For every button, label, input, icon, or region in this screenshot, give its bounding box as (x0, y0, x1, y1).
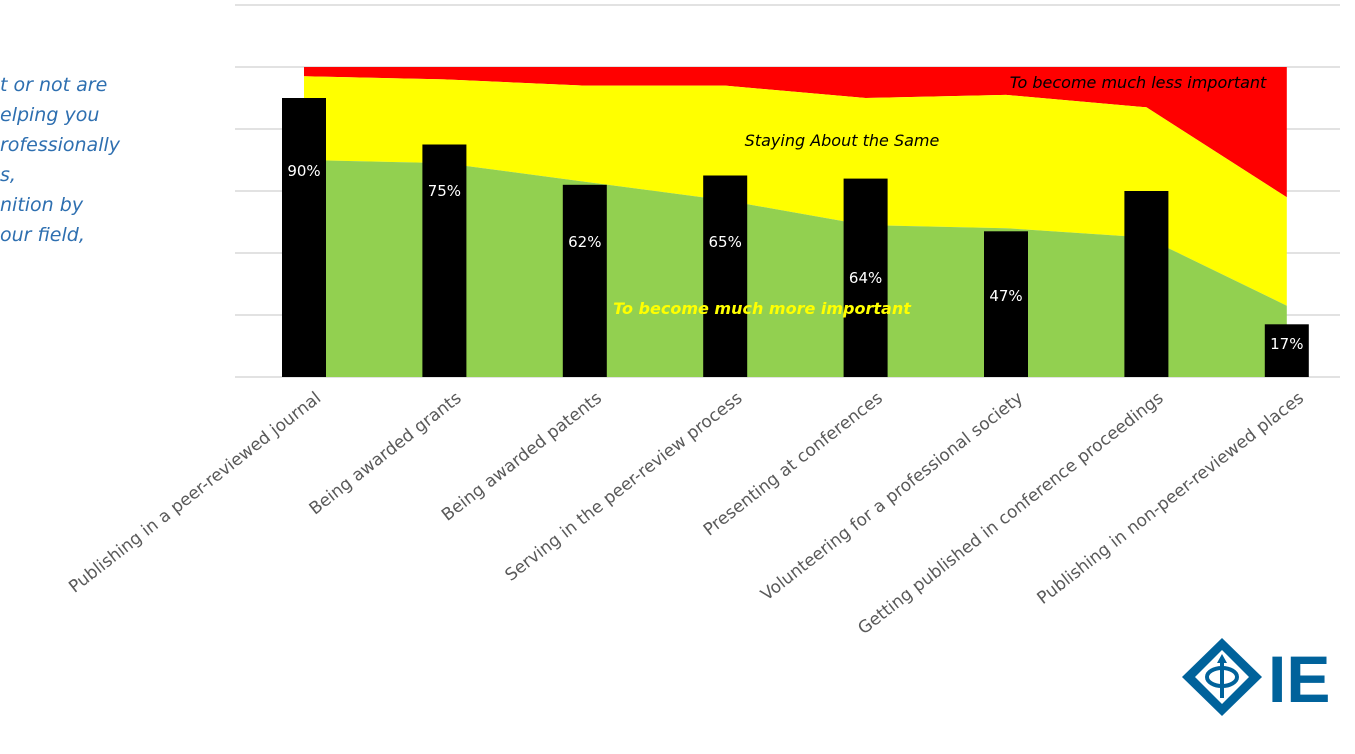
ieee-logo-text: IE (1268, 642, 1330, 716)
question-line: elping you (0, 104, 100, 126)
bar (562, 184, 607, 377)
area-band (304, 76, 1287, 306)
area-bands (304, 67, 1287, 377)
band-labels: To become much more important Staying Abo… (613, 73, 1267, 318)
area-band (304, 67, 1287, 198)
bar (843, 178, 888, 377)
band-label: To become much more important (613, 299, 912, 318)
x-tick-label: Being awarded grants (306, 388, 466, 519)
bar-value-labels: 90% 75% 62% 65% 64% 47% 60% 17% (287, 162, 1303, 353)
band-label: Staying About the Same (745, 131, 940, 150)
question-line: s, (0, 164, 16, 186)
bar-value-label: 75% (428, 182, 461, 200)
ieee-logo: IE (1182, 638, 1330, 716)
question-line: nition by (0, 194, 84, 216)
bar-value-label: 64% (849, 269, 882, 287)
x-tick-label: Being awarded patents (438, 388, 606, 525)
bar-value-label: 17% (1270, 335, 1303, 353)
x-tick-label: Volunteering for a professional society (757, 388, 1027, 605)
bar (422, 144, 467, 377)
band-label: To become much less important (1010, 73, 1267, 92)
bar (984, 231, 1028, 377)
question-line: our field, (0, 224, 85, 246)
bar-value-label: 47% (989, 287, 1022, 305)
bars (282, 98, 1309, 377)
x-tick-label: Serving in the peer-review process (502, 388, 747, 585)
x-tick-label: Publishing in non-peer-reviewed places (1034, 388, 1308, 609)
bar-value-label: 90% (287, 162, 320, 180)
bar-value-label: 62% (568, 233, 601, 251)
bar (282, 98, 326, 377)
x-tick-label: Getting published in conference proceedi… (854, 388, 1167, 639)
bar-value-label: 60% (1130, 247, 1163, 265)
ieee-diamond-icon (1182, 638, 1262, 716)
question-line: rofessionally (0, 134, 121, 156)
question-text: t or not are elping you rofessionally s, nit… (0, 70, 120, 250)
area-band (304, 160, 1287, 377)
x-tick-label: Publishing in a peer-reviewed journal (65, 388, 325, 597)
bar-value-label: 65% (709, 233, 742, 251)
bar (703, 175, 748, 377)
bar (1124, 191, 1169, 377)
question-line: t or not are (0, 74, 108, 96)
bar (1264, 324, 1309, 377)
x-tick-labels: Publishing in a peer-reviewed journalBei… (65, 388, 1308, 639)
